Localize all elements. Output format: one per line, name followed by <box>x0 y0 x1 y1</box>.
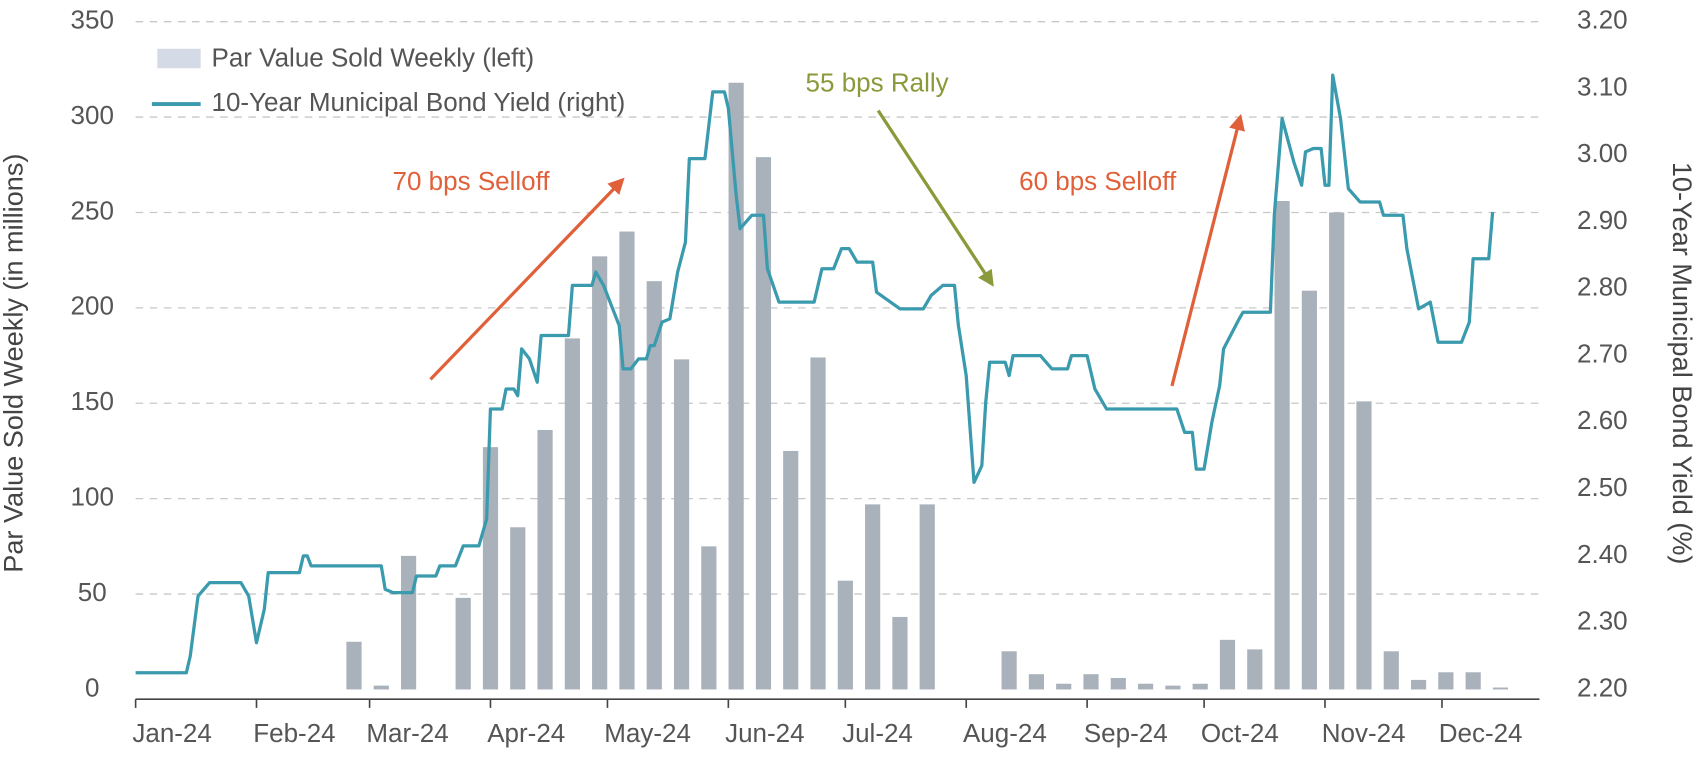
bar <box>783 450 799 690</box>
annotation: 60 bps Selloff <box>1019 166 1177 196</box>
bar <box>1056 683 1072 690</box>
bar <box>1274 201 1290 690</box>
x-tick-label: Feb-24 <box>253 718 335 748</box>
x-tick-label: May-24 <box>604 718 691 748</box>
annotation: 55 bps Rally <box>806 67 949 97</box>
bar <box>1492 687 1509 690</box>
lines <box>135 73 1495 675</box>
x-tick-label: Jun-24 <box>725 718 805 748</box>
legend-label: Par Value Sold Weekly (left) <box>211 42 534 72</box>
x-tick-label: Nov-24 <box>1322 718 1406 748</box>
bar <box>1083 674 1099 690</box>
y2-tick-label: 2.20 <box>1577 672 1628 702</box>
line <box>135 73 1495 675</box>
x-tick-label: Jan-24 <box>132 718 212 748</box>
y-tick-label: 350 <box>71 5 114 35</box>
y-tick-label: 150 <box>71 386 114 416</box>
bar <box>1138 683 1154 690</box>
y2-tick-label: 3.20 <box>1577 5 1628 35</box>
bar <box>1329 212 1345 690</box>
bar <box>537 429 553 690</box>
bar <box>564 338 580 690</box>
bar <box>1165 685 1181 690</box>
legend-swatch-bar <box>157 48 201 69</box>
bar <box>1356 401 1372 690</box>
x-tick-label: Aug-24 <box>963 718 1047 748</box>
bar <box>510 527 526 690</box>
bar <box>673 359 690 690</box>
bar <box>1192 683 1208 690</box>
bar <box>482 447 499 690</box>
x-tick-label: Dec-24 <box>1439 718 1523 748</box>
y2-tick-label: 2.60 <box>1577 405 1628 435</box>
x-tick-label: Oct-24 <box>1201 718 1279 748</box>
bar <box>1247 649 1263 690</box>
annotation: 70 bps Selloff <box>393 166 551 196</box>
x-tick-label: Jul-24 <box>842 718 913 748</box>
y-tick-label: 50 <box>78 577 107 607</box>
bar <box>1001 651 1017 690</box>
arrow <box>1170 113 1245 387</box>
bar <box>892 616 908 690</box>
bar <box>1438 672 1454 690</box>
y-tick-label: 0 <box>85 672 99 702</box>
y2-tick-label: 3.00 <box>1577 138 1628 168</box>
y2-tick-label: 2.40 <box>1577 539 1628 569</box>
bar <box>755 157 772 690</box>
y-tick-label: 300 <box>71 100 114 130</box>
axes: 0 50 100 150 200 250 300 350 2.20 2.30 2.40 2.50 2.6… <box>71 5 1628 748</box>
arrow <box>429 177 625 381</box>
y2-tick-label: 2.50 <box>1577 472 1628 502</box>
bar <box>400 555 417 690</box>
y2-tick-label: 2.70 <box>1577 338 1628 368</box>
bar <box>346 641 362 690</box>
bar <box>1028 674 1044 690</box>
y2-tick-label: 2.90 <box>1577 205 1628 235</box>
y-tick-label: 200 <box>71 291 114 321</box>
y2-tick-label: 2.30 <box>1577 606 1628 636</box>
y2-tick-label: 3.10 <box>1577 71 1628 101</box>
bar <box>619 231 635 690</box>
x-tick-label: Mar-24 <box>366 718 448 748</box>
x-tick-label: Sep-24 <box>1084 718 1168 748</box>
bar <box>1383 651 1399 690</box>
bar <box>919 504 935 690</box>
bar <box>837 580 853 690</box>
bar <box>373 685 389 690</box>
x-tick-label: Apr-24 <box>487 718 565 748</box>
y-tick-label: 250 <box>71 195 114 225</box>
y2-axis-title: 10-Year Municipal Bond Yield (%) <box>1667 162 1698 565</box>
y-axis-title: Par Value Sold Weekly (in millions) <box>0 154 28 573</box>
bar <box>810 357 826 690</box>
bar <box>455 597 471 690</box>
bar <box>1219 639 1236 690</box>
bar <box>646 281 662 690</box>
bar <box>1301 290 1317 690</box>
bar <box>1465 672 1481 690</box>
arrow <box>876 109 994 287</box>
legend-label: 10-Year Municipal Bond Yield (right) <box>211 87 625 117</box>
y2-tick-label: 2.80 <box>1577 272 1628 302</box>
bar <box>728 82 744 690</box>
bar <box>865 504 881 690</box>
bars <box>346 82 1509 690</box>
bar <box>701 546 717 690</box>
bar <box>1410 679 1427 690</box>
bar <box>1110 678 1126 690</box>
y-tick-label: 100 <box>71 482 114 512</box>
bar <box>592 256 608 690</box>
